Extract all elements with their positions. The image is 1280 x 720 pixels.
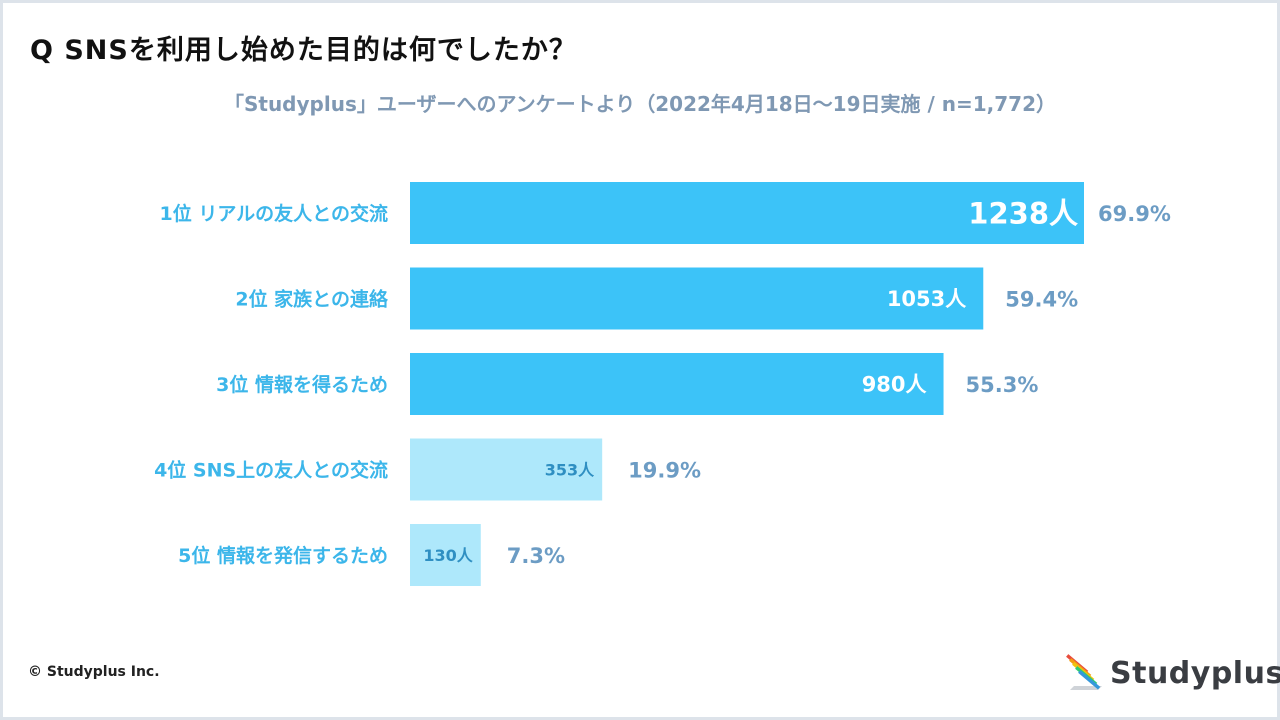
percent-label-2: 59.4% [1005,288,1078,312]
percent-label-5: 7.3% [507,544,565,568]
category-label-1: 1位 リアルの友人との交流 [160,202,388,225]
percent-label-4: 19.9% [628,459,701,483]
bar-1 [410,182,1084,244]
percent-label-1: 69.9% [1098,202,1171,226]
category-label-2: 2位 家族との連絡 [235,288,389,311]
value-label-3: 980人 [862,373,927,397]
value-label-2: 1053人 [887,287,966,311]
category-label-5: 5位 情報を発信するため [178,544,388,567]
copyright-text: © Studyplus Inc. [28,664,160,680]
value-label-5: 130人 [423,546,473,565]
bar-5 [410,524,481,586]
studyplus-logo: Studyplus [1062,652,1280,696]
value-label-4: 353人 [545,460,595,479]
bar-4 [410,438,603,501]
value-label-1: 1238人 [968,196,1078,230]
chart-title: Q SNSを利用し始めた目的は何でしたか？ [30,35,577,66]
category-label-4: 4位 SNS上の友人との交流 [154,459,388,482]
logo-wordmark: Studyplus [1110,656,1280,691]
bar-2 [410,267,984,330]
chart-subtitle: 「Studyplus」ユーザーへのアンケートより（2022年4月18日～19日実… [223,92,1056,116]
percent-label-3: 55.3% [966,373,1039,397]
bar-3 [410,353,944,415]
category-label-3: 3位 情報を得るため [216,373,388,396]
studyplus-logo-icon [1066,654,1102,690]
